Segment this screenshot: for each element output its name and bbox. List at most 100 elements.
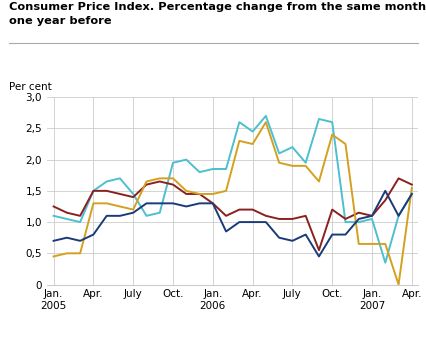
CPI-AE <box>408 183 413 187</box>
CPI <box>342 220 347 224</box>
CPI-ATE <box>210 201 215 205</box>
CPI-AE <box>183 192 188 196</box>
CPI-ATE <box>355 217 360 221</box>
CPI-AT <box>329 133 334 137</box>
CPI-AT <box>263 120 268 124</box>
CPI <box>395 214 400 218</box>
CPI <box>210 167 215 171</box>
CPI-AE <box>64 211 69 215</box>
CPI-ATE <box>329 232 334 237</box>
CPI-AT <box>408 186 413 190</box>
CPI-ATE <box>302 232 308 237</box>
CPI <box>329 120 334 124</box>
CPI-AT <box>395 282 400 287</box>
CPI-AT <box>144 179 149 184</box>
CPI <box>117 176 122 180</box>
CPI-AE <box>276 217 281 221</box>
CPI <box>170 161 175 165</box>
Line: CPI-ATE: CPI-ATE <box>54 191 411 256</box>
CPI-ATE <box>196 201 201 205</box>
CPI-ATE <box>183 204 188 209</box>
CPI-AE <box>342 217 347 221</box>
CPI-AE <box>210 201 215 205</box>
CPI-AE <box>91 189 96 193</box>
CPI <box>408 192 413 196</box>
CPI-ATE <box>236 220 242 224</box>
CPI-AE <box>289 217 294 221</box>
CPI-AE <box>263 214 268 218</box>
CPI-AE <box>382 198 387 202</box>
CPI-AT <box>289 164 294 168</box>
CPI-ATE <box>342 232 347 237</box>
CPI-ATE <box>91 232 96 237</box>
CPI <box>263 114 268 118</box>
CPI-ATE <box>170 201 175 205</box>
Line: CPI-AT: CPI-AT <box>54 122 411 285</box>
CPI-AE <box>316 248 321 252</box>
CPI-AT <box>355 242 360 246</box>
CPI-AT <box>302 164 308 168</box>
CPI-ATE <box>382 189 387 193</box>
CPI <box>223 167 228 171</box>
CPI-AT <box>223 189 228 193</box>
CPI-AT <box>250 142 255 146</box>
CPI-AT <box>196 192 201 196</box>
CPI-AT <box>236 139 242 143</box>
CPI-AE <box>250 208 255 212</box>
CPI-AT <box>210 192 215 196</box>
CPI-AE <box>236 208 242 212</box>
CPI-AE <box>302 214 308 218</box>
CPI-AT <box>157 176 162 180</box>
CPI-AE <box>223 214 228 218</box>
CPI-ATE <box>289 239 294 243</box>
CPI-ATE <box>250 220 255 224</box>
CPI <box>183 158 188 162</box>
CPI-AT <box>183 189 188 193</box>
CPI-AT <box>382 242 387 246</box>
CPI-ATE <box>368 214 374 218</box>
CPI <box>355 220 360 224</box>
CPI-AE <box>170 183 175 187</box>
CPI <box>316 117 321 121</box>
CPI-ATE <box>276 236 281 240</box>
CPI-ATE <box>144 201 149 205</box>
CPI-AT <box>104 201 109 205</box>
CPI <box>196 170 201 174</box>
CPI <box>368 217 374 221</box>
CPI <box>236 120 242 124</box>
CPI-AT <box>170 176 175 180</box>
CPI-AE <box>78 214 83 218</box>
CPI-AE <box>368 214 374 218</box>
CPI <box>91 189 96 193</box>
CPI-AE <box>196 192 201 196</box>
CPI-AT <box>51 254 56 259</box>
Line: CPI-AE: CPI-AE <box>54 178 411 250</box>
CPI <box>289 145 294 149</box>
CPI-AE <box>355 211 360 215</box>
CPI-ATE <box>51 239 56 243</box>
CPI <box>78 220 83 224</box>
CPI-AT <box>91 201 96 205</box>
CPI-ATE <box>263 220 268 224</box>
CPI-AE <box>157 179 162 184</box>
CPI-ATE <box>78 239 83 243</box>
CPI-AT <box>276 161 281 165</box>
CPI-AE <box>130 195 135 199</box>
CPI-AT <box>117 204 122 209</box>
CPI-AE <box>104 189 109 193</box>
CPI-AE <box>51 204 56 209</box>
CPI <box>157 211 162 215</box>
CPI <box>382 261 387 265</box>
CPI-ATE <box>157 201 162 205</box>
Legend: CPI, CPI-AE, CPI-AT, CPI-ATE: CPI, CPI-AE, CPI-AT, CPI-ATE <box>98 346 366 347</box>
CPI <box>64 217 69 221</box>
Line: CPI: CPI <box>54 116 411 263</box>
Text: one year before: one year before <box>9 16 111 26</box>
CPI-ATE <box>117 214 122 218</box>
CPI-AT <box>64 251 69 255</box>
CPI-AT <box>78 251 83 255</box>
CPI-AT <box>342 142 347 146</box>
CPI-AE <box>144 183 149 187</box>
Text: Per cent: Per cent <box>9 82 51 92</box>
CPI <box>302 161 308 165</box>
